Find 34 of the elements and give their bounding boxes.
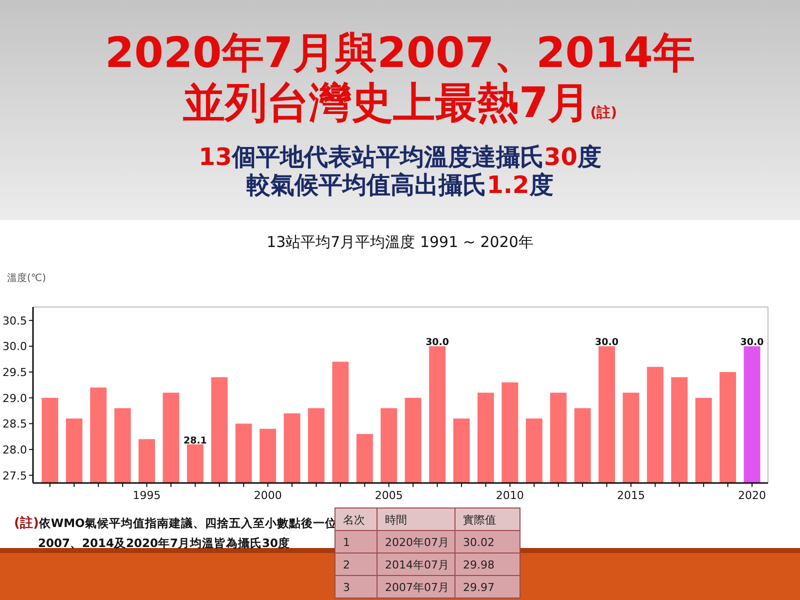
y-axis-title: 溫度(℃) xyxy=(7,272,46,284)
y-tick-label: 28.0 xyxy=(2,443,27,456)
chart-title: 13站平均7月平均溫度 1991 ~ 2020年 xyxy=(266,233,534,251)
text: 時間 xyxy=(385,514,407,526)
y-tick-label: 27.5 xyxy=(2,469,27,482)
y-tick-label: 30.0 xyxy=(2,340,27,354)
data-label: 30.0 xyxy=(426,337,450,348)
text: 名次 xyxy=(343,514,365,526)
text: 2014年07月 xyxy=(385,558,449,572)
text: 2007、2014及2020年7月均溫皆為攝氏30度 xyxy=(38,536,290,550)
y-tick-label: 28.5 xyxy=(2,418,27,431)
x-tick-label: 2015 xyxy=(616,489,645,502)
x-tick-label: 2020 xyxy=(738,489,766,502)
y-tick-label: 29.5 xyxy=(2,366,27,380)
text: 實際值 xyxy=(463,514,496,526)
x-tick-label: 1995 xyxy=(132,489,161,502)
text: 13個平地代表站平均溫度達攝氏30度較氣候平均值高出攝氏1.2度 xyxy=(198,143,602,199)
text: 1 xyxy=(343,536,350,549)
x-tick-label: 2010 xyxy=(496,489,524,502)
data-label: 30.0 xyxy=(595,337,619,348)
data-label: 28.1 xyxy=(183,435,207,446)
x-tick-label: 2005 xyxy=(374,489,403,502)
text: 2 xyxy=(343,558,350,572)
y-tick-label: 29.0 xyxy=(2,392,27,405)
chart-title: 2020年7月與2007、2014年並列台灣史上最熱7月(註) xyxy=(105,28,695,127)
y-tick-label: 30.5 xyxy=(2,314,27,328)
text: 3 xyxy=(343,581,350,594)
text: 2007年07月 xyxy=(385,581,449,594)
x-tick-label: 2000 xyxy=(254,489,282,502)
text: 30.02 xyxy=(463,536,494,549)
text: 29.97 xyxy=(463,581,494,594)
text: 2020年07月 xyxy=(385,536,449,549)
text: 29.98 xyxy=(463,558,494,572)
data-label: 30.0 xyxy=(740,337,764,348)
